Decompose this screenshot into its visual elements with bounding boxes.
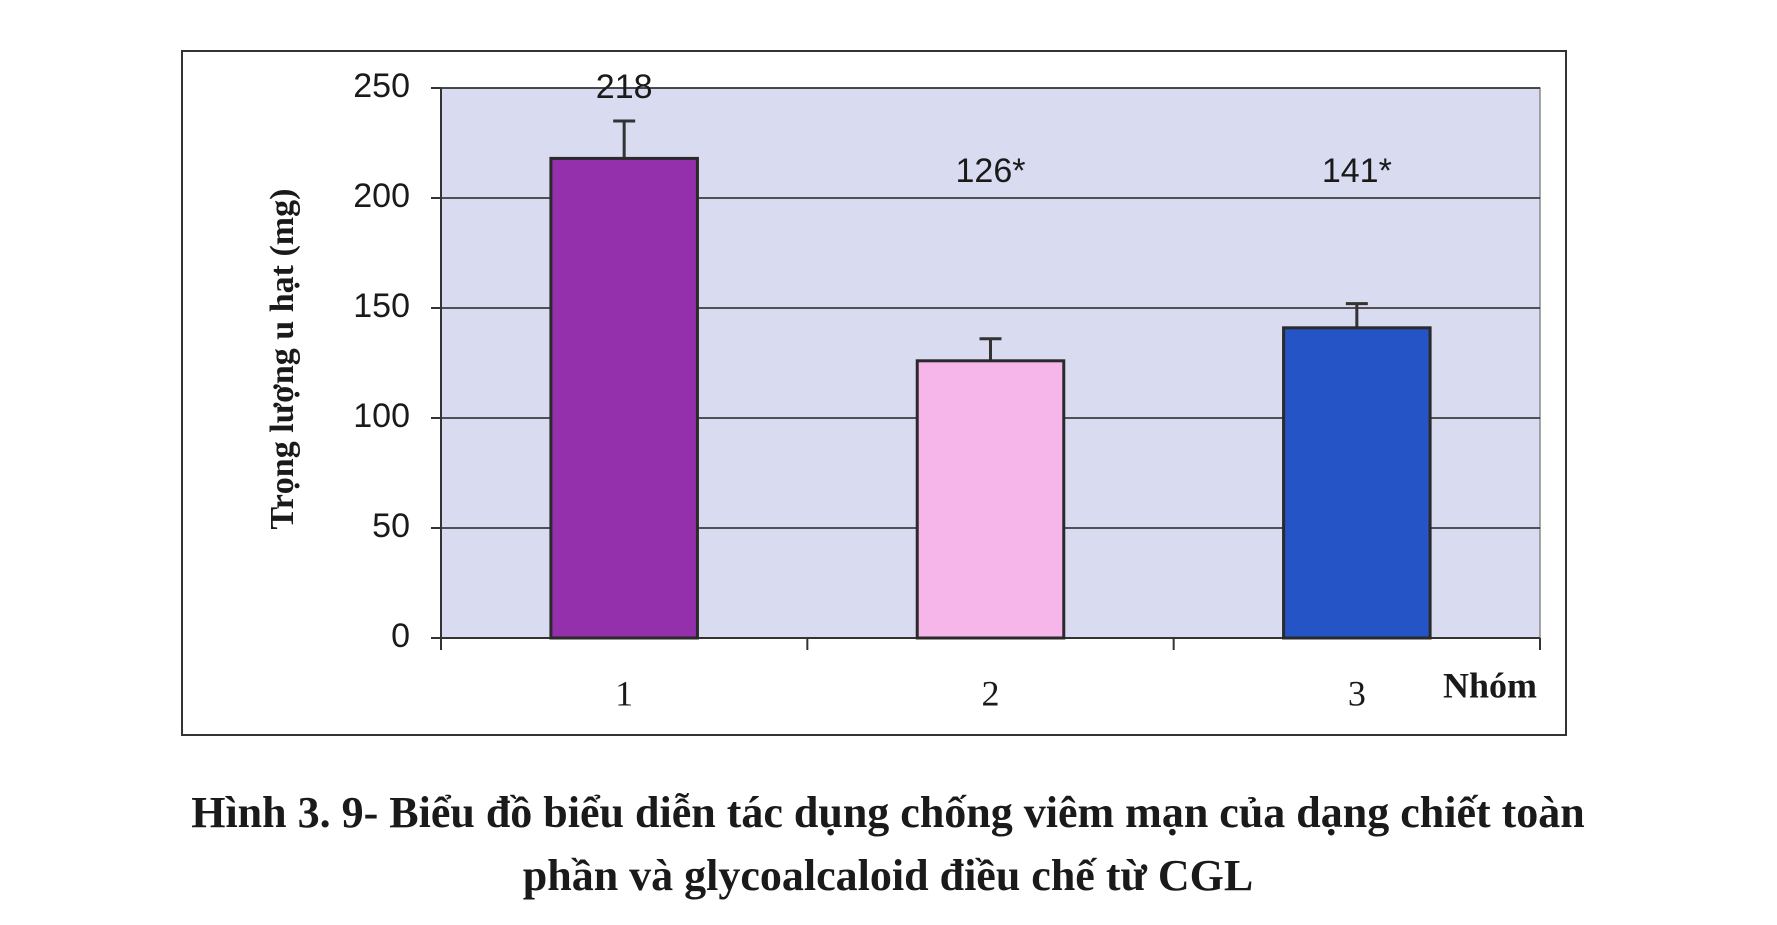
bar [1282, 326, 1432, 640]
y-tick-label: 100 [353, 397, 410, 435]
value-label: 218 [596, 68, 653, 106]
x-tick-label: 2 [982, 673, 1000, 713]
caption-line: phần và glycoalcaloid điều chế từ CGL [523, 851, 1253, 900]
caption-line: Hình 3. 9- Biểu đồ biểu diễn tác dụng ch… [191, 788, 1585, 837]
y-tick-label: 0 [391, 617, 410, 655]
x-tick-label: 1 [615, 673, 633, 713]
bar [549, 156, 699, 640]
y-tick-label: 50 [372, 507, 410, 545]
y-tick-label: 200 [353, 177, 410, 215]
y-tick-label: 250 [353, 67, 410, 105]
x-axis-label: Nhóm [1443, 665, 1537, 705]
y-tick-label: 150 [353, 287, 410, 325]
value-label: 141* [1322, 152, 1392, 190]
value-label: 126* [956, 152, 1026, 190]
bar [915, 359, 1066, 640]
y-axis-label: Trọng lượng u hạt (mg) [264, 189, 301, 530]
x-tick-label: 3 [1348, 673, 1366, 713]
